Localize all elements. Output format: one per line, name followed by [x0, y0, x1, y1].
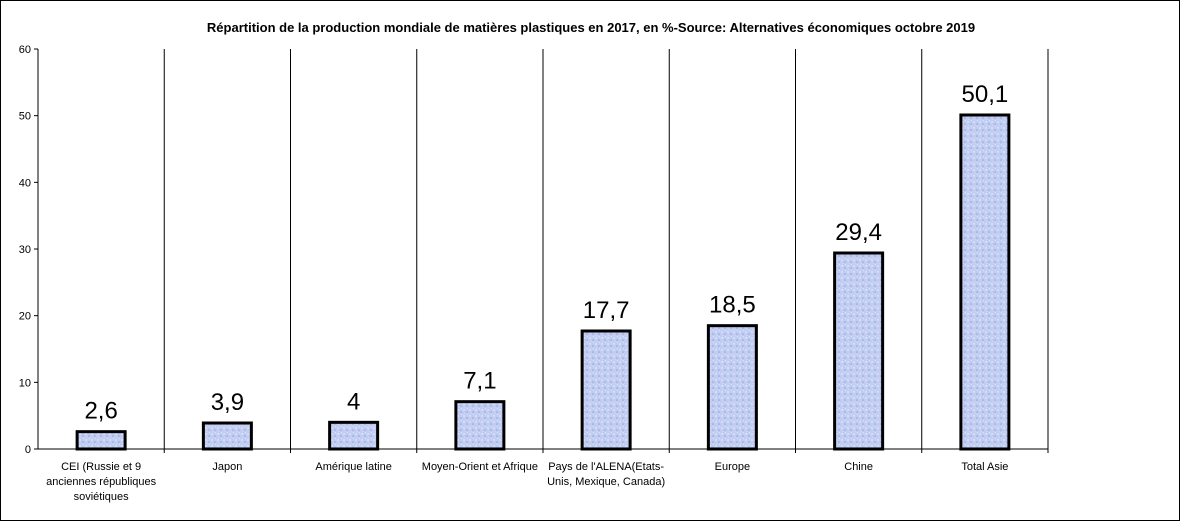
data-label: 18,5 [709, 292, 756, 319]
x-tick-label: CEI (Russie et 9 [61, 461, 141, 473]
category-separators [163, 49, 1049, 453]
chart-title: Répartition de la production mondiale de… [207, 20, 975, 35]
data-label: 29,4 [835, 219, 882, 246]
x-tick-label: Moyen-Orient et Afrique [422, 461, 538, 473]
x-tick-label: Pays de l'ALENA(Etats- [548, 461, 664, 473]
y-tick-label: 40 [19, 177, 31, 189]
y-tick-labels: 0 10 20 30 40 50 60 [19, 44, 31, 456]
y-tick-label: 10 [19, 377, 31, 389]
bar [706, 324, 758, 451]
x-tick-label: soviétiques [74, 491, 130, 503]
bar [580, 329, 632, 451]
x-tick-label: Amérique latine [315, 461, 391, 473]
y-tick-label: 0 [25, 444, 31, 456]
data-label: 3,9 [211, 389, 244, 416]
axes [34, 48, 1048, 450]
bar [959, 113, 1011, 451]
x-tick-label: Chine [844, 461, 873, 473]
y-tick-label: 60 [19, 44, 31, 56]
bar [75, 430, 127, 451]
x-tick-label: anciennes républiques [46, 476, 157, 488]
data-label: 7,1 [463, 368, 496, 395]
data-label: 17,7 [583, 297, 630, 324]
bar [328, 420, 380, 451]
x-tick-label: Total Asie [961, 461, 1008, 473]
x-tick-label: Europe [715, 461, 750, 473]
data-label: 50,1 [962, 81, 1009, 108]
data-label: 4 [347, 388, 360, 415]
y-tick-label: 20 [19, 311, 31, 323]
bar [833, 251, 885, 451]
data-labels: 2,6 3,9 4 7,1 17,7 18,5 29,4 50,1 [84, 81, 1008, 425]
bar [454, 400, 506, 451]
bars [75, 113, 1011, 451]
y-tick-label: 30 [19, 244, 31, 256]
data-label: 2,6 [84, 398, 117, 425]
y-tick-label: 50 [19, 111, 31, 123]
x-tick-label: Unis, Mexique, Canada) [547, 476, 665, 488]
x-tick-label: Japon [212, 461, 242, 473]
bar [201, 421, 253, 451]
x-tick-labels: CEI (Russie et 9 anciennes républiques sov… [46, 461, 1008, 503]
